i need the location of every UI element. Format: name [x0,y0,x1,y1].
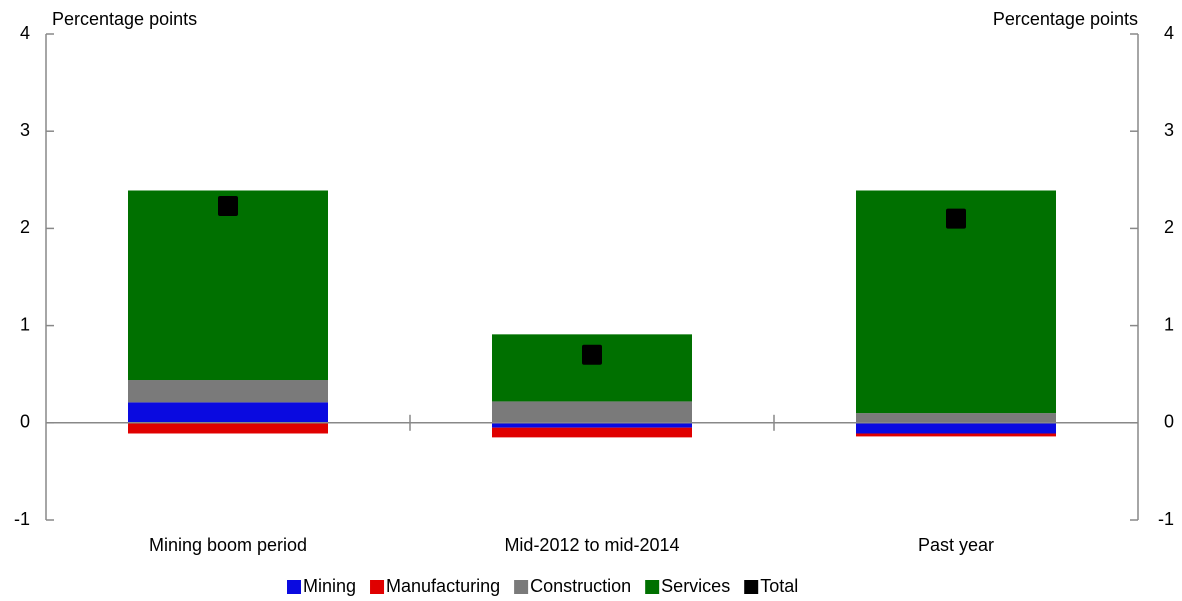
bar-segment [128,380,328,403]
y-tick-label: 4 [20,23,30,43]
legend-label: Construction [530,576,631,596]
bar-segment [128,422,328,434]
bar-segment [856,433,1056,437]
y2-tick-label: 3 [1164,120,1174,140]
total-marker [582,344,602,365]
total-marker [946,208,966,229]
legend-label: Services [661,576,730,596]
y2-axis-label: Percentage points [993,9,1138,29]
y-tick-label: 2 [20,217,30,237]
bar-segment [128,190,328,381]
bar-segment [492,422,692,428]
bar-segment [128,402,328,423]
legend-swatch [645,580,660,594]
y2-tick-label: 2 [1164,217,1174,237]
legend-swatch [370,580,385,594]
legend-label: Total [760,576,798,596]
y2-tick-label: 4 [1164,23,1174,43]
y2-tick-label: 1 [1164,314,1174,334]
legend-label: Manufacturing [386,576,500,596]
x-tick-label: Past year [918,535,994,555]
y-tick-label: 3 [20,120,30,140]
y-tick-label: 1 [20,314,30,334]
bar-segment [856,422,1056,434]
bar-segment [492,427,692,438]
x-tick-label: Mining boom period [149,535,307,555]
bar-segment [856,413,1056,423]
total-marker [218,196,238,217]
legend-label: Mining [303,576,356,596]
y2-tick-label: 0 [1164,412,1174,432]
y-tick-label: 0 [20,412,30,432]
bar-segment [492,401,692,423]
bar-segment [492,334,692,402]
x-tick-label: Mid-2012 to mid-2014 [504,535,679,555]
y-tick-label: -1 [14,509,30,529]
y-axis-label: Percentage points [52,9,197,29]
legend-swatch [744,580,759,594]
legend-swatch [514,580,529,594]
y2-tick-label: -1 [1158,509,1174,529]
legend-swatch [287,580,301,594]
